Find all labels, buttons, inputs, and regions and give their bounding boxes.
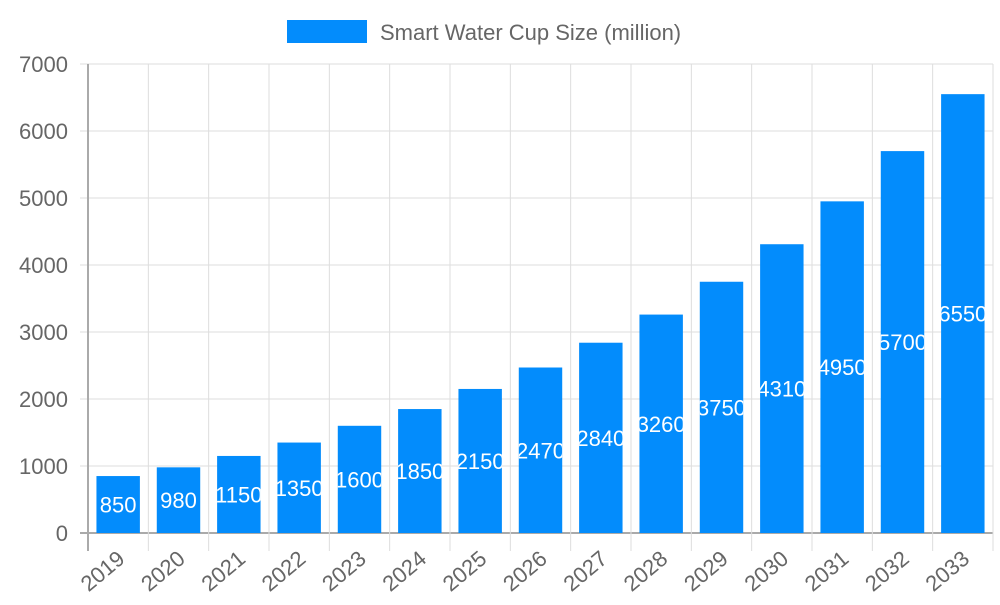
x-tick-label: 2029 — [679, 546, 733, 597]
data-label: 2150 — [456, 449, 505, 474]
x-tick-label: 2031 — [800, 546, 854, 597]
y-tick-label: 0 — [56, 521, 68, 546]
y-tick-label: 5000 — [19, 186, 68, 211]
bar — [458, 388, 502, 533]
bar — [156, 467, 201, 533]
bar — [96, 476, 140, 533]
bar — [941, 94, 985, 534]
bar — [880, 151, 925, 533]
x-tick-label: 2021 — [196, 546, 250, 597]
bar — [820, 201, 864, 533]
data-label: 1350 — [275, 476, 324, 501]
y-tick-label: 7000 — [19, 52, 68, 77]
legend-label: Smart Water Cup Size (million) — [380, 20, 681, 45]
data-label: 1600 — [335, 467, 384, 492]
x-tick-label: 2030 — [739, 546, 793, 597]
y-tick-label: 1000 — [19, 454, 68, 479]
y-tick-label: 4000 — [19, 253, 68, 278]
grid — [80, 63, 994, 551]
data-label: 4950 — [818, 355, 867, 380]
data-label: 4310 — [757, 377, 806, 402]
legend[interactable]: Smart Water Cup Size (million) — [287, 20, 681, 45]
x-axis: 2019 2020 2021 2022 2023 2024 2025 2026 2027 2028… — [76, 546, 974, 597]
data-label: 1850 — [395, 459, 444, 484]
x-tick-label: 2028 — [619, 546, 673, 597]
legend-swatch — [287, 20, 367, 43]
data-label: 850 — [100, 493, 137, 518]
x-tick-label: 2024 — [377, 546, 431, 597]
x-tick-label: 2025 — [438, 546, 492, 597]
bar — [760, 244, 804, 534]
x-tick-label: 2023 — [317, 546, 371, 597]
bar — [337, 425, 382, 533]
y-tick-label: 3000 — [19, 320, 68, 345]
y-tick-label: 2000 — [19, 387, 68, 412]
bar — [579, 342, 623, 533]
bar — [639, 314, 683, 533]
bars: 850 980 1150 1350 1600 1850 2150 2470 2840 3260 37… — [96, 94, 987, 534]
data-label: 6550 — [938, 302, 987, 327]
data-label: 2840 — [576, 426, 625, 451]
bar — [699, 281, 744, 533]
x-tick-label: 2032 — [860, 546, 914, 597]
data-label: 3750 — [697, 395, 746, 420]
x-tick-label: 2026 — [498, 546, 552, 597]
data-label: 3260 — [637, 412, 686, 437]
x-tick-label: 2019 — [76, 546, 130, 597]
x-tick-label: 2020 — [136, 546, 190, 597]
bar — [398, 409, 442, 533]
bar — [217, 455, 261, 533]
y-axis: 0 1000 2000 3000 4000 5000 6000 7000 — [19, 52, 68, 546]
x-tick-label: 2022 — [257, 546, 311, 597]
data-label: 2470 — [516, 438, 565, 463]
x-tick-label: 2033 — [920, 546, 974, 597]
data-label: 1150 — [215, 482, 262, 507]
bar — [518, 367, 563, 533]
bar — [277, 442, 321, 533]
y-tick-label: 6000 — [19, 119, 68, 144]
data-label: 980 — [160, 488, 197, 513]
x-tick-label: 2027 — [558, 546, 612, 597]
data-label: 5700 — [878, 330, 927, 355]
